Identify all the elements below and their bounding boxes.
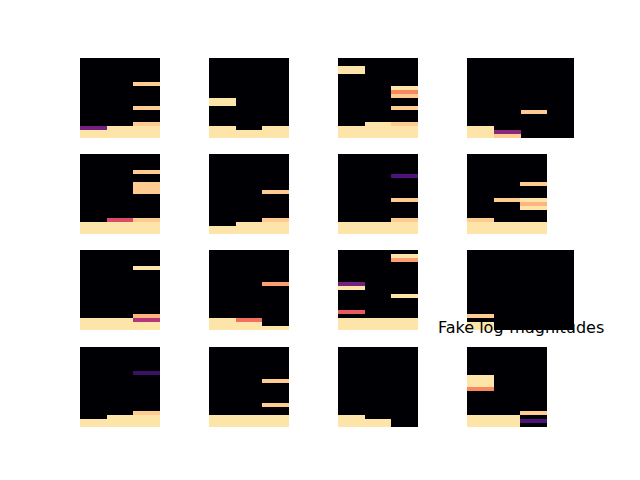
svg-text:Fake log-magnitudes: Fake log-magnitudes bbox=[438, 318, 604, 337]
